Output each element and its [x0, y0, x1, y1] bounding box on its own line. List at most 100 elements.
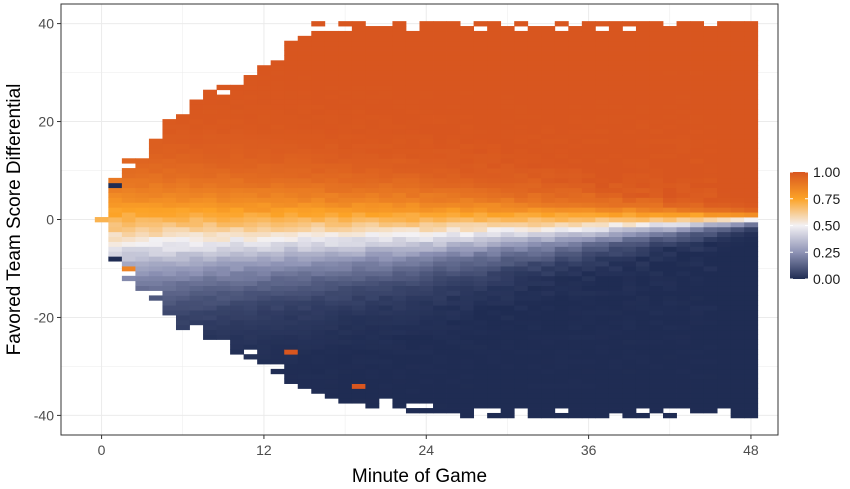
heatmap-cell: [311, 275, 326, 282]
heatmap-cell: [311, 168, 326, 174]
heatmap-cell: [568, 319, 583, 326]
heatmap-cell: [392, 212, 407, 218]
heatmap-cell: [622, 334, 637, 340]
heatmap-cell: [351, 221, 366, 228]
heatmap-cell: [324, 182, 339, 189]
heatmap-cell: [568, 300, 583, 306]
heatmap-cell: [744, 84, 759, 91]
heatmap-cell: [514, 315, 529, 321]
heatmap-cell: [257, 84, 272, 91]
heatmap-cell: [270, 359, 285, 365]
heatmap-cell: [487, 212, 502, 218]
heatmap-cell: [690, 388, 704, 394]
heatmap-cell: [338, 119, 353, 125]
heatmap-cell: [608, 55, 623, 61]
heatmap-cell: [270, 148, 285, 154]
heatmap-cell: [297, 368, 312, 375]
heatmap-cell: [243, 329, 258, 335]
heatmap-cell: [392, 50, 407, 56]
heatmap-cell: [514, 339, 529, 345]
heatmap-cell: [500, 143, 515, 149]
heatmap-cell: [446, 84, 461, 91]
heatmap-cell: [649, 373, 664, 380]
heatmap-cell: [365, 60, 380, 66]
heatmap-cell: [189, 300, 204, 306]
heatmap-cell: [663, 319, 677, 326]
heatmap-cell: [622, 280, 637, 287]
heatmap-cell: [203, 300, 217, 306]
heatmap-cell: [730, 412, 745, 419]
heatmap-cell: [730, 84, 745, 91]
heatmap-cell: [108, 221, 123, 228]
heatmap-cell: [405, 55, 420, 61]
heatmap-cell: [324, 207, 339, 213]
heatmap-cell: [203, 275, 217, 282]
heatmap-cell: [500, 187, 515, 193]
heatmap-cell: [433, 261, 447, 267]
heatmap-cell: [717, 50, 732, 56]
heatmap-cell: [608, 119, 623, 125]
heatmap-cell: [663, 35, 677, 42]
heatmap-cell: [433, 408, 447, 414]
heatmap-cell: [392, 319, 407, 326]
heatmap-cell: [595, 393, 610, 399]
heatmap-cell: [663, 148, 677, 154]
heatmap-cell: [608, 324, 623, 331]
heatmap-cell: [676, 305, 691, 311]
heatmap-cell: [162, 197, 177, 203]
heatmap-cell: [541, 339, 556, 345]
heatmap-cell: [608, 270, 623, 277]
heatmap-cell: [595, 251, 610, 257]
heatmap-cell: [744, 133, 759, 140]
heatmap-cell: [338, 261, 353, 267]
heatmap-cell: [622, 202, 637, 208]
x-tick-label: 24: [418, 442, 434, 458]
heatmap-cell: [365, 378, 380, 384]
heatmap-cell: [541, 158, 556, 164]
heatmap-cell: [405, 133, 420, 140]
heatmap-cell: [608, 172, 623, 179]
heatmap-cell: [744, 305, 759, 311]
heatmap-cell: [216, 275, 231, 282]
heatmap-cell: [663, 275, 677, 282]
heatmap-cell: [162, 236, 177, 242]
heatmap-cell: [554, 280, 569, 287]
heatmap-cell: [744, 241, 759, 247]
heatmap-cell: [514, 94, 529, 100]
heatmap-cell: [270, 349, 285, 355]
heatmap-cell: [324, 334, 339, 340]
heatmap-cell: [581, 65, 596, 71]
heatmap-cell: [121, 168, 136, 174]
heatmap-cell: [649, 290, 664, 296]
heatmap-cell: [541, 55, 556, 61]
heatmap-cell: [311, 319, 326, 326]
heatmap-cell: [311, 94, 326, 100]
heatmap-cell: [595, 202, 610, 208]
heatmap-cell: [676, 363, 691, 370]
heatmap-cell: [703, 305, 718, 311]
heatmap-cell: [635, 148, 650, 154]
heatmap-cell: [622, 163, 637, 169]
heatmap-cell: [581, 99, 596, 105]
heatmap-cell: [189, 138, 204, 144]
heatmap-cell: [460, 94, 475, 100]
heatmap-cell: [203, 280, 217, 287]
heatmap-cell: [635, 172, 650, 179]
heatmap-cell: [419, 344, 434, 350]
heatmap-cell: [230, 349, 245, 355]
heatmap-cell: [527, 30, 542, 37]
heatmap-cell: [554, 300, 569, 306]
heatmap-cell: [351, 290, 366, 296]
heatmap-cell: [446, 393, 461, 399]
heatmap-cell: [676, 158, 691, 164]
heatmap-cell: [541, 403, 556, 409]
heatmap-cell: [527, 94, 542, 100]
heatmap-cell: [500, 359, 515, 365]
heatmap-cell: [338, 373, 353, 380]
heatmap-cell: [257, 280, 272, 287]
heatmap-cell: [324, 241, 339, 247]
heatmap-cell: [148, 143, 163, 149]
heatmap-cell: [690, 94, 704, 100]
heatmap-cell: [730, 21, 745, 27]
heatmap-cell: [433, 236, 447, 242]
